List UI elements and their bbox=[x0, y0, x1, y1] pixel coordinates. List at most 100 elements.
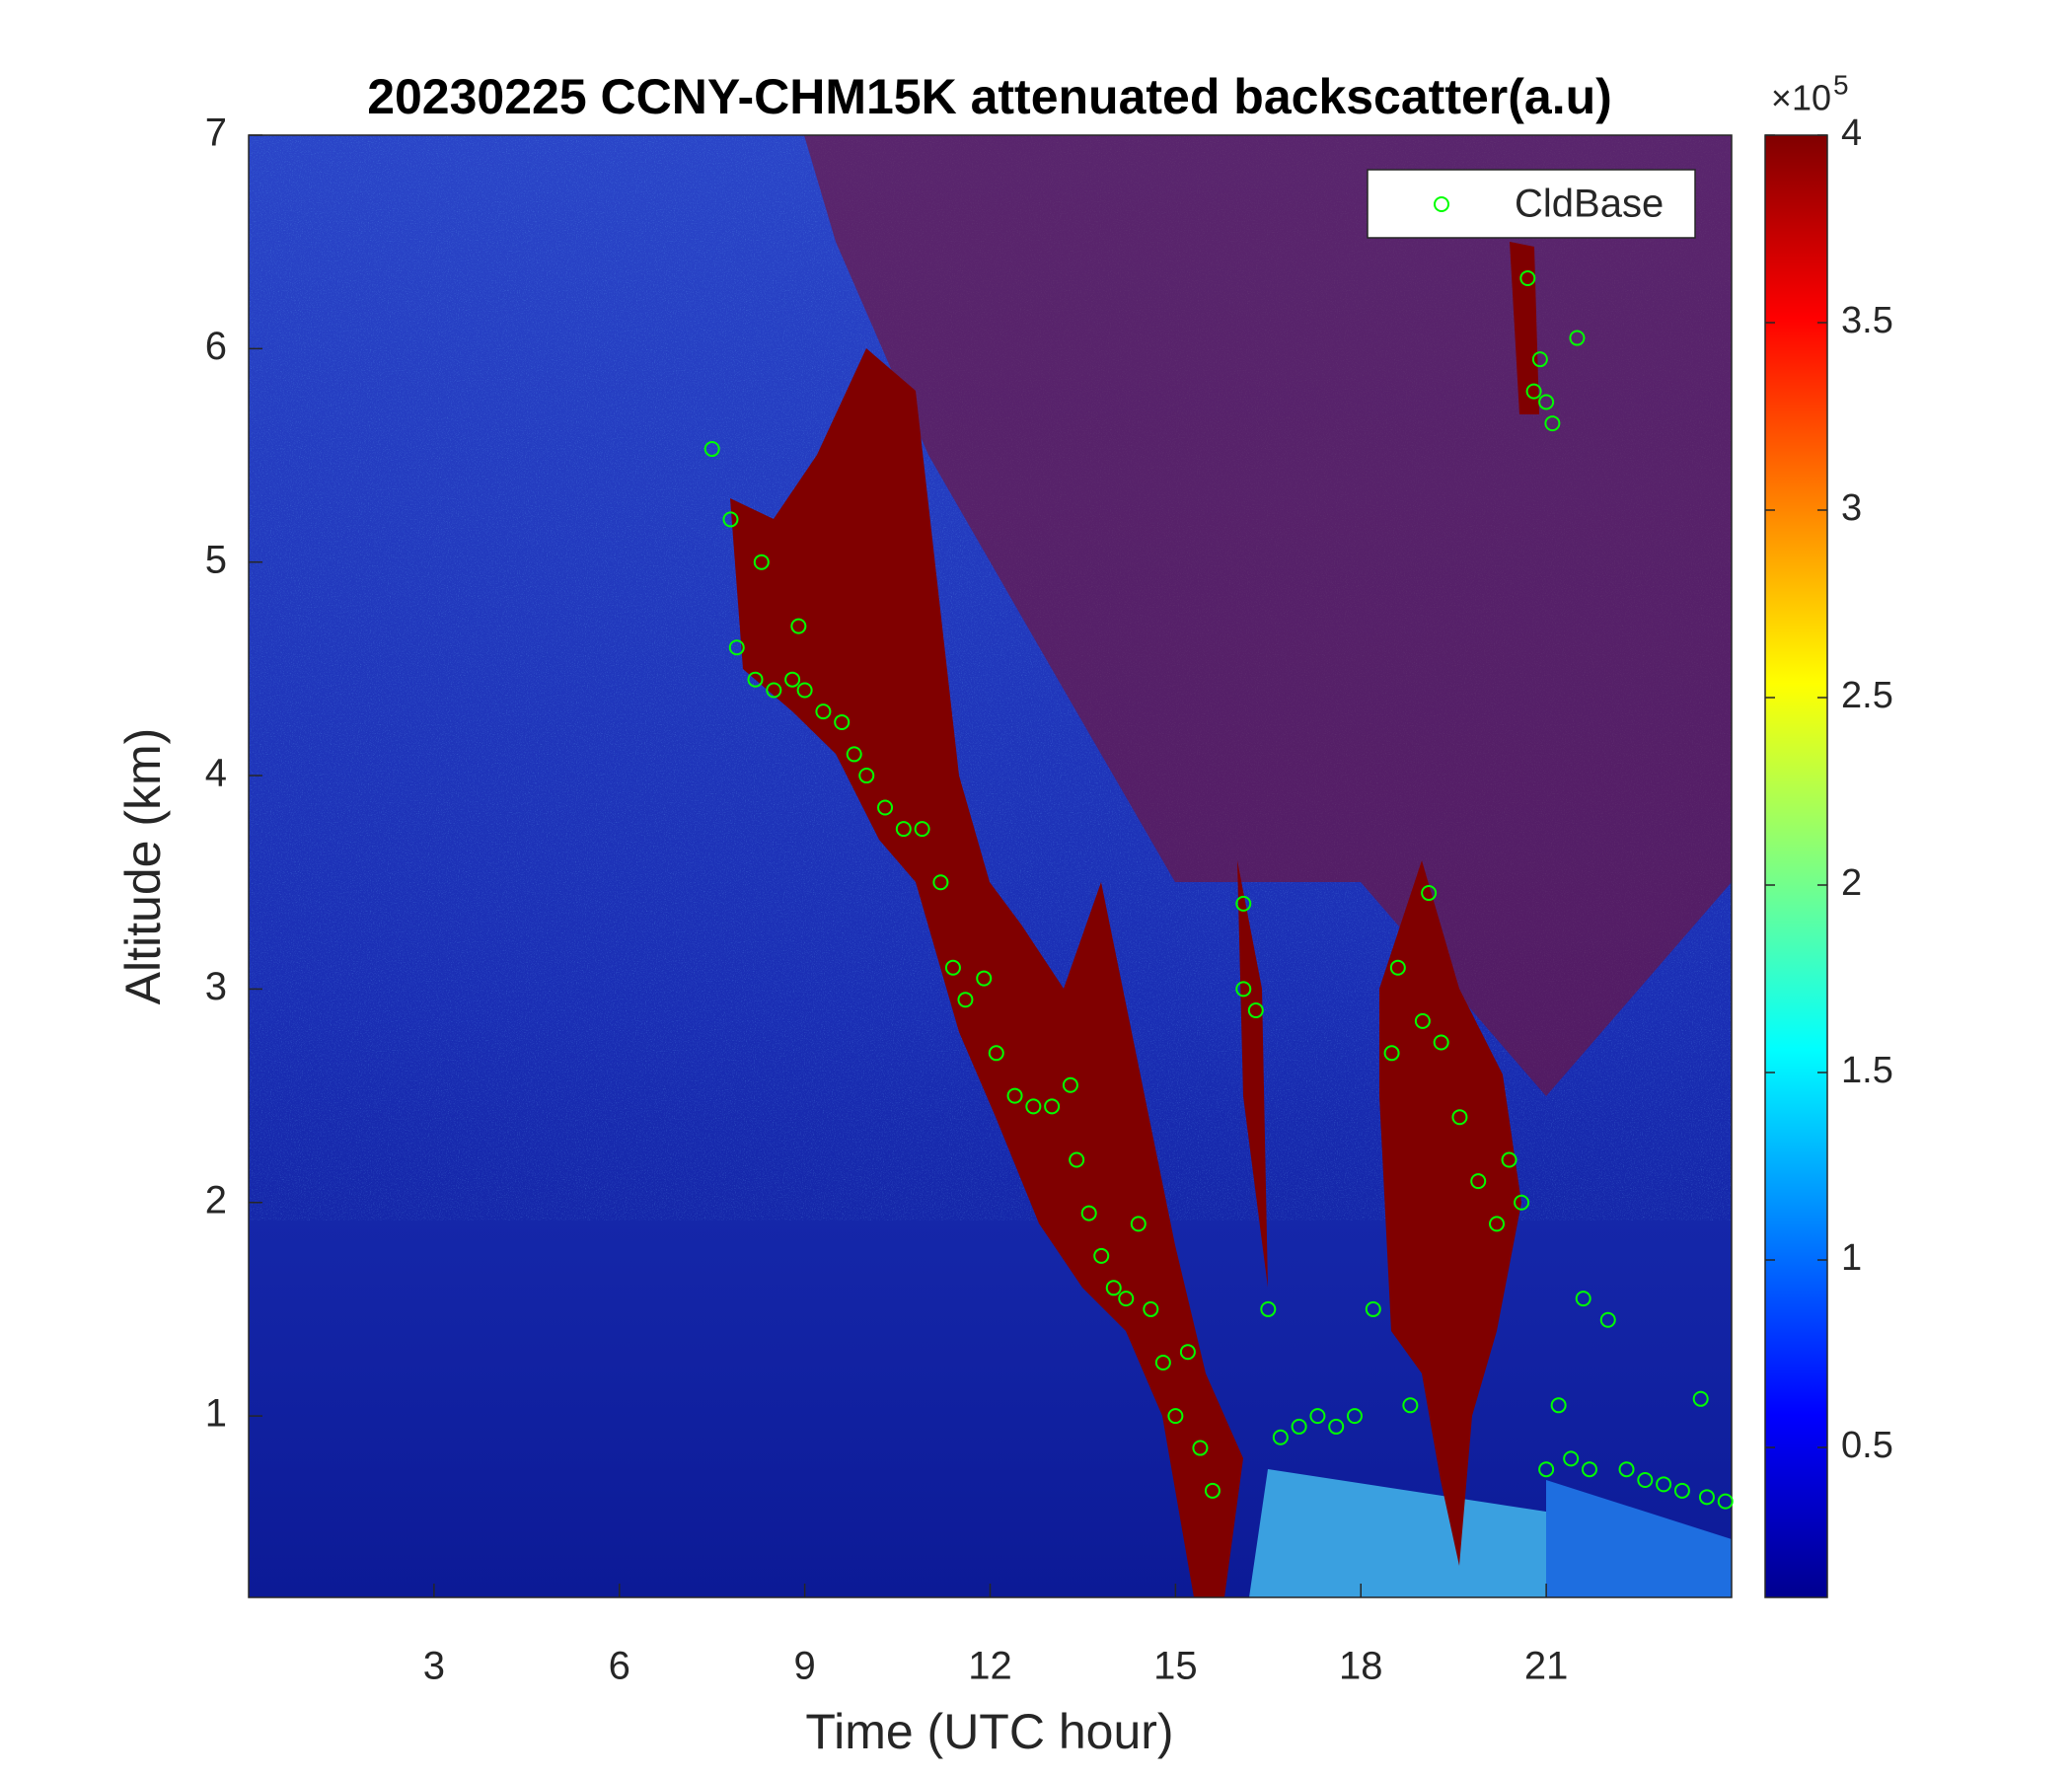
cloud-base-point bbox=[1692, 1390, 1709, 1407]
cloud-base-point bbox=[988, 1045, 1004, 1062]
cloud-base-point bbox=[1698, 1489, 1715, 1506]
cloud-base-point bbox=[1514, 1194, 1530, 1211]
cloud-base-point bbox=[1673, 1482, 1690, 1499]
colorbar-tick-label: 3.5 bbox=[1841, 300, 1893, 341]
chart-title: 20230225 CCNY-CHM15K attenuated backscat… bbox=[367, 69, 1612, 124]
x-tick-label: 9 bbox=[794, 1645, 816, 1688]
x-axis-label: Time (UTC hour) bbox=[805, 1704, 1173, 1759]
cloud-base-point bbox=[1118, 1291, 1135, 1307]
cloud-base-point bbox=[728, 639, 745, 656]
cloud-base-point bbox=[1130, 1216, 1147, 1232]
x-tick-label: 6 bbox=[609, 1645, 630, 1688]
colorbar-tick-label: 1 bbox=[1841, 1237, 1862, 1279]
cloud-base-point bbox=[1637, 1472, 1654, 1489]
cloud-base-point bbox=[1599, 1311, 1616, 1328]
cloud-base-point bbox=[722, 511, 739, 528]
y-tick-label: 7 bbox=[205, 111, 227, 155]
cloud-base-point bbox=[1080, 1205, 1097, 1221]
cloud-base-point bbox=[877, 799, 894, 816]
cloud-base-point bbox=[703, 441, 720, 458]
x-tick-label: 15 bbox=[1153, 1645, 1198, 1688]
cloud-base-point bbox=[1204, 1482, 1221, 1499]
cloud-base-point bbox=[1656, 1476, 1672, 1493]
y-tick-label: 5 bbox=[205, 538, 227, 581]
cloud-base-point bbox=[1538, 394, 1555, 410]
cloud-base-point bbox=[815, 703, 832, 720]
cloud-base-point bbox=[858, 768, 875, 784]
y-tick-label: 4 bbox=[205, 752, 227, 795]
cloud-base-point bbox=[895, 821, 912, 838]
cloud-base-point bbox=[1569, 330, 1586, 346]
cloud-base-point bbox=[1247, 1002, 1264, 1019]
cloud-base-point bbox=[1143, 1300, 1159, 1317]
cloud-base-point bbox=[1167, 1408, 1184, 1425]
cloud-base-point bbox=[1346, 1408, 1363, 1425]
colorbar-tick-label: 1.5 bbox=[1841, 1050, 1893, 1091]
cloud-base-point bbox=[1093, 1247, 1110, 1264]
cloud-base-point bbox=[1260, 1300, 1277, 1317]
cloud-base-point bbox=[1421, 885, 1438, 902]
cloud-base-point bbox=[1544, 415, 1561, 432]
x-tick-label: 12 bbox=[968, 1645, 1012, 1688]
colorbar-tick-label: 3 bbox=[1841, 487, 1862, 529]
cloud-base-point bbox=[1383, 1045, 1400, 1062]
cloud-base-point bbox=[1501, 1151, 1517, 1168]
cloud-base-point bbox=[1309, 1408, 1326, 1425]
y-tick-label: 2 bbox=[205, 1178, 227, 1221]
cloud-base-point bbox=[944, 959, 961, 976]
cloud-base-point bbox=[1179, 1344, 1196, 1361]
y-tick-label: 1 bbox=[205, 1392, 227, 1436]
cloud-base-point bbox=[1272, 1429, 1289, 1445]
cloud-base-point bbox=[1575, 1291, 1591, 1307]
x-tick-label: 3 bbox=[423, 1645, 445, 1688]
cloud-base-point bbox=[1451, 1109, 1468, 1126]
cloud-base-point bbox=[753, 554, 770, 570]
cloud-base-point bbox=[1618, 1461, 1635, 1478]
cloud-base-point bbox=[1291, 1418, 1307, 1435]
cloud-base-point bbox=[1235, 981, 1252, 998]
cloud-base-point bbox=[1069, 1151, 1085, 1168]
cloud-base-point bbox=[1402, 1397, 1419, 1414]
cloud-base-point bbox=[1105, 1280, 1122, 1296]
cloud-base-point bbox=[1044, 1098, 1061, 1115]
colorbar-tick-label: 4 bbox=[1841, 112, 1862, 154]
cloud-base-point bbox=[1328, 1418, 1345, 1435]
cloud-base-point bbox=[976, 970, 993, 987]
cloud-base-point bbox=[796, 682, 813, 699]
cloud-base-point bbox=[1538, 1461, 1555, 1478]
cloud-base-point bbox=[1006, 1087, 1023, 1104]
cloud-base-point bbox=[846, 746, 862, 763]
cloud-base-point bbox=[1025, 1098, 1042, 1115]
cloud-base-point bbox=[1525, 383, 1542, 400]
backscatter-image bbox=[249, 135, 1732, 1597]
cloud-base-point bbox=[957, 992, 974, 1008]
y-tick-label: 3 bbox=[205, 965, 227, 1008]
legend bbox=[1367, 169, 1696, 239]
cloud-base-point bbox=[1389, 959, 1406, 976]
legend-label: CldBase bbox=[1515, 183, 1664, 226]
cloud-base-point bbox=[834, 713, 851, 730]
cloud-base-point bbox=[1470, 1173, 1487, 1190]
cloud-base-point bbox=[766, 682, 782, 699]
cloud-base-point bbox=[1365, 1300, 1381, 1317]
colorbar-exponent: 5 bbox=[1833, 69, 1849, 100]
cloud-base-point bbox=[784, 671, 801, 688]
x-tick-label: 21 bbox=[1524, 1645, 1569, 1688]
colorbar-tick-label: 0.5 bbox=[1841, 1425, 1893, 1466]
cloud-base-point bbox=[932, 874, 949, 891]
cloud-base-point bbox=[1519, 269, 1536, 286]
cloud-base-point bbox=[1192, 1440, 1209, 1456]
cloud-base-point bbox=[1581, 1461, 1597, 1478]
colorbar-multiplier: ×10 bbox=[1771, 78, 1831, 118]
cloud-base-point bbox=[1235, 895, 1252, 912]
cloud-base-point bbox=[790, 618, 807, 634]
cloud-base-point bbox=[1414, 1012, 1431, 1029]
cloud-base-point bbox=[1062, 1076, 1078, 1093]
cloud-base-point bbox=[914, 821, 930, 838]
cloud-base-point bbox=[1433, 1034, 1449, 1051]
y-tick-label: 6 bbox=[205, 325, 227, 368]
cloud-base-point bbox=[1489, 1216, 1506, 1232]
cloud-base-point bbox=[1717, 1493, 1734, 1510]
x-tick-label: 18 bbox=[1339, 1645, 1383, 1688]
